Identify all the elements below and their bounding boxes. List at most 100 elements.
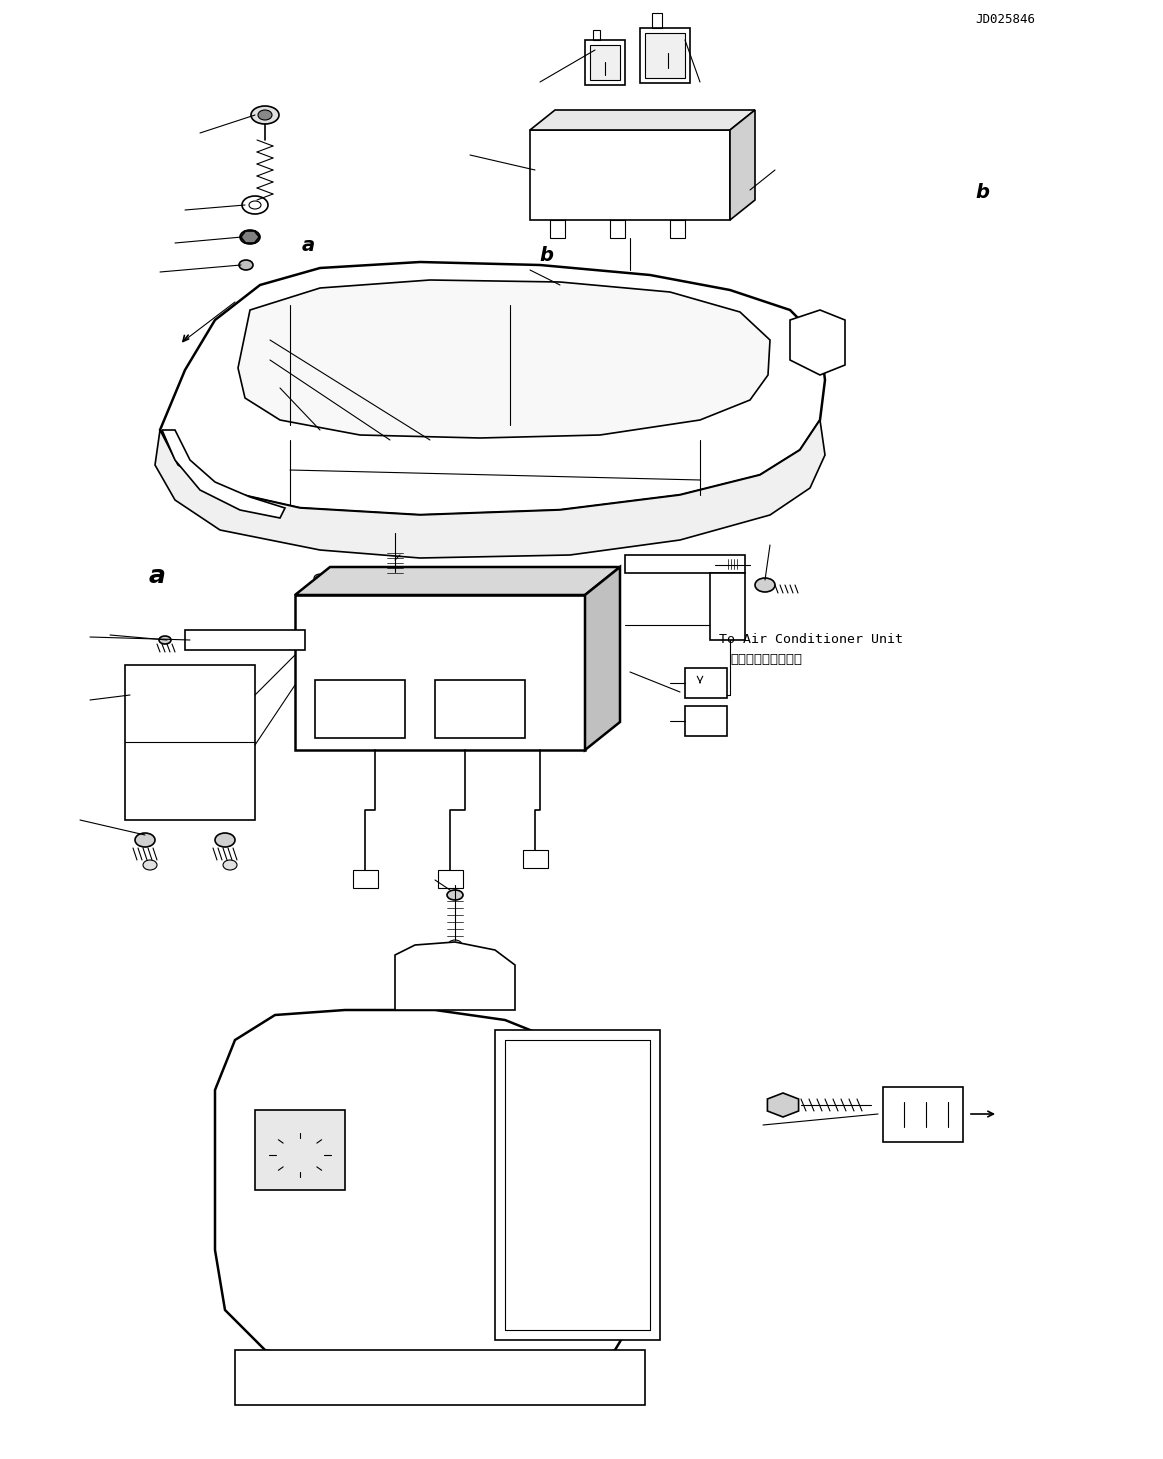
Bar bbox=[520, 305, 700, 414]
Ellipse shape bbox=[536, 619, 544, 624]
Ellipse shape bbox=[380, 719, 388, 725]
Bar bbox=[265, 1360, 324, 1395]
Ellipse shape bbox=[445, 719, 454, 725]
Bar bbox=[670, 175, 709, 196]
Ellipse shape bbox=[240, 231, 261, 244]
Polygon shape bbox=[235, 1350, 645, 1405]
Ellipse shape bbox=[326, 689, 334, 694]
Ellipse shape bbox=[368, 573, 380, 582]
Bar bbox=[523, 851, 548, 868]
Ellipse shape bbox=[326, 705, 334, 711]
Polygon shape bbox=[160, 263, 825, 515]
Polygon shape bbox=[435, 680, 525, 738]
Text: a: a bbox=[149, 565, 165, 588]
Ellipse shape bbox=[135, 833, 155, 848]
Polygon shape bbox=[185, 630, 305, 651]
Ellipse shape bbox=[476, 573, 488, 582]
Ellipse shape bbox=[242, 196, 267, 214]
Ellipse shape bbox=[143, 859, 157, 870]
Polygon shape bbox=[295, 568, 620, 595]
Ellipse shape bbox=[449, 573, 461, 582]
Bar bbox=[605, 144, 655, 200]
Polygon shape bbox=[530, 130, 730, 220]
Ellipse shape bbox=[341, 573, 354, 582]
Ellipse shape bbox=[466, 619, 475, 624]
Bar bbox=[304, 603, 577, 668]
Ellipse shape bbox=[486, 619, 494, 624]
Bar bbox=[688, 711, 723, 732]
Bar bbox=[311, 610, 350, 635]
Ellipse shape bbox=[362, 705, 370, 711]
Bar bbox=[511, 295, 709, 425]
Ellipse shape bbox=[387, 543, 404, 553]
Ellipse shape bbox=[464, 719, 472, 725]
Ellipse shape bbox=[422, 573, 434, 582]
Text: a: a bbox=[301, 235, 315, 255]
Polygon shape bbox=[625, 554, 745, 573]
Polygon shape bbox=[215, 1010, 645, 1380]
Bar bbox=[361, 610, 400, 635]
Ellipse shape bbox=[376, 619, 384, 624]
Ellipse shape bbox=[326, 719, 334, 725]
Polygon shape bbox=[883, 1087, 963, 1142]
Ellipse shape bbox=[500, 719, 508, 725]
Ellipse shape bbox=[215, 833, 235, 848]
Bar bbox=[688, 673, 723, 694]
Polygon shape bbox=[124, 665, 255, 820]
Polygon shape bbox=[315, 680, 405, 738]
Ellipse shape bbox=[386, 619, 394, 624]
Ellipse shape bbox=[436, 619, 444, 624]
Ellipse shape bbox=[159, 636, 171, 643]
Ellipse shape bbox=[223, 859, 237, 870]
Bar bbox=[361, 1360, 420, 1395]
Polygon shape bbox=[162, 430, 285, 518]
Bar bbox=[455, 1360, 515, 1395]
Text: JD025846: JD025846 bbox=[975, 13, 1035, 26]
Ellipse shape bbox=[336, 619, 344, 624]
Ellipse shape bbox=[416, 619, 424, 624]
Ellipse shape bbox=[380, 705, 388, 711]
Text: b: b bbox=[540, 245, 554, 266]
Polygon shape bbox=[685, 668, 727, 697]
Ellipse shape bbox=[464, 705, 472, 711]
Bar bbox=[670, 150, 709, 171]
Polygon shape bbox=[155, 420, 825, 557]
Ellipse shape bbox=[344, 719, 352, 725]
Ellipse shape bbox=[380, 689, 388, 694]
Ellipse shape bbox=[426, 619, 434, 624]
Ellipse shape bbox=[557, 573, 569, 582]
Bar bbox=[440, 684, 520, 732]
Bar bbox=[550, 150, 590, 171]
Ellipse shape bbox=[190, 467, 250, 503]
Polygon shape bbox=[790, 309, 846, 375]
Bar bbox=[611, 150, 650, 171]
Bar bbox=[550, 175, 590, 196]
Text: エアコンユニットへ: エアコンユニットへ bbox=[730, 654, 802, 665]
Bar bbox=[665, 144, 715, 200]
Ellipse shape bbox=[288, 1147, 312, 1163]
Bar bbox=[942, 1102, 954, 1126]
Ellipse shape bbox=[258, 109, 272, 120]
Ellipse shape bbox=[240, 260, 254, 270]
Ellipse shape bbox=[445, 689, 454, 694]
Ellipse shape bbox=[395, 573, 407, 582]
Polygon shape bbox=[238, 280, 770, 438]
Ellipse shape bbox=[464, 689, 472, 694]
Ellipse shape bbox=[448, 940, 462, 950]
Polygon shape bbox=[730, 109, 755, 220]
Ellipse shape bbox=[344, 689, 352, 694]
Ellipse shape bbox=[447, 890, 463, 900]
Bar bbox=[320, 684, 400, 732]
Ellipse shape bbox=[316, 619, 324, 624]
Ellipse shape bbox=[530, 573, 542, 582]
Polygon shape bbox=[530, 109, 755, 130]
Ellipse shape bbox=[366, 619, 374, 624]
Ellipse shape bbox=[500, 689, 508, 694]
Ellipse shape bbox=[526, 619, 534, 624]
Polygon shape bbox=[768, 1093, 799, 1118]
Ellipse shape bbox=[344, 705, 352, 711]
Bar bbox=[354, 870, 378, 889]
Ellipse shape bbox=[326, 619, 334, 624]
Polygon shape bbox=[495, 1030, 659, 1339]
Polygon shape bbox=[585, 568, 620, 750]
